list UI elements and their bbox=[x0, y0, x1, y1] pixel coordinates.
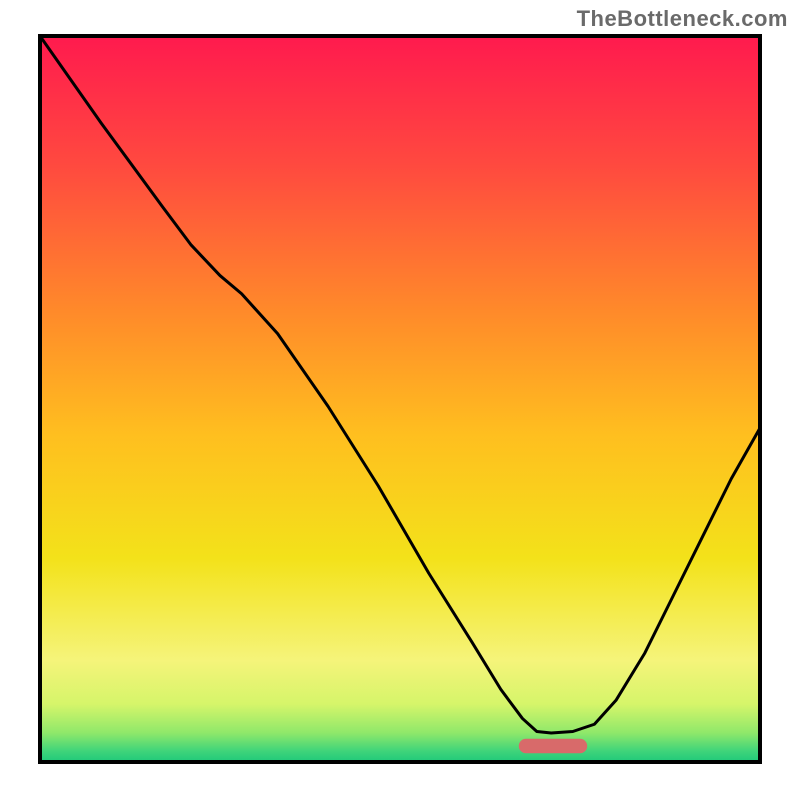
optimal-zone-marker bbox=[519, 739, 587, 754]
gradient-background bbox=[40, 36, 760, 762]
chart-canvas bbox=[0, 0, 800, 800]
watermark-text: TheBottleneck.com bbox=[577, 6, 788, 32]
